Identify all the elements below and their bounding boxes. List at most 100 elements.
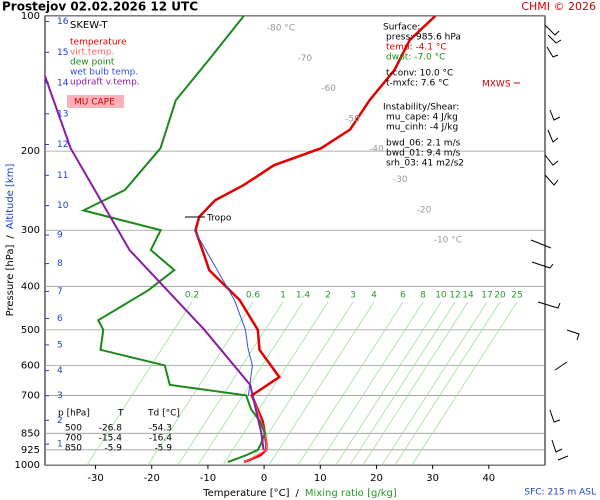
shear-info: srh_03: 41 m2/s2 <box>386 159 464 169</box>
table-cell: 850 <box>65 444 82 454</box>
chart-title: Prostejov 02.02.2026 12 UTC <box>2 0 198 14</box>
surface-info: t-conv: 10.0 °C <box>386 69 453 79</box>
mixing-ratio-label: 20 <box>494 291 506 301</box>
x-axis-label: Temperature [°C] / Mixing ratio [g/kg] <box>202 488 397 499</box>
y-tick-label: 100 <box>21 11 40 22</box>
table-cell: 700 <box>65 434 82 444</box>
mixing-ratio-line <box>268 301 375 465</box>
altitude-tick-label: 9 <box>57 230 63 240</box>
mixing-ratio-label: 17 <box>481 291 492 301</box>
table-cell: -54.3 <box>149 424 172 434</box>
altitude-tick-label: 1 <box>57 440 63 450</box>
altitude-tick-label: 8 <box>57 259 63 269</box>
grid-layer <box>45 16 545 465</box>
y-label: Pressure [hPa] <box>5 245 16 317</box>
altitude-tick-label: 5 <box>57 340 63 350</box>
y-tick-label: 200 <box>21 146 40 157</box>
surface-info: Surface: <box>383 23 420 33</box>
x-tick-label: 20 <box>370 473 383 484</box>
mixing-ratio-label: 8 <box>420 291 426 301</box>
y-label2: Altitude [km] <box>5 164 16 230</box>
altitude-tick-label: 11 <box>57 171 68 181</box>
x-label: Temperature [°C] <box>202 488 289 499</box>
mixing-ratio-label: 6 <box>400 291 406 301</box>
isotherm-label: -80 °C <box>267 24 295 34</box>
mixing-ratio-label: 1.4 <box>296 291 311 301</box>
mixing-ratio-line <box>411 301 518 465</box>
surface-info: press: 985.6 hPa <box>386 33 461 43</box>
credit: CHMI © 2026 <box>521 0 596 13</box>
mixing-ratio-label: 14 <box>462 291 474 301</box>
y-tick-label: 925 <box>21 445 40 456</box>
x-tick-label: -30 <box>87 473 103 484</box>
surface-info: t-mxfc: 7.6 °C <box>386 79 449 89</box>
cape-box <box>67 95 124 108</box>
shear-info: mu_cinh: -4 J/kg <box>386 123 458 133</box>
mixing-ratio-line <box>394 301 501 465</box>
profile-line <box>80 16 266 464</box>
table-cell: -16.4 <box>149 434 173 444</box>
profile-line <box>244 395 268 463</box>
isotherm-label: -10 °C <box>434 236 462 246</box>
altitude-tick-label: 2 <box>57 416 63 426</box>
surface-info: dwpt: -7.0 °C <box>386 53 445 63</box>
y-tick-label: 700 <box>21 390 40 401</box>
legend-entry: updraft v.temp. <box>70 78 140 88</box>
table-cell: -5.9 <box>104 444 122 454</box>
shear-info: mu_cape: 4 J/kg <box>386 113 458 123</box>
tropo-label: Tropo <box>206 214 232 224</box>
mixing-ratio-label: 3 <box>350 291 356 301</box>
x-tick-label: -10 <box>200 473 216 484</box>
mixing-ratio-line <box>297 301 404 465</box>
legend-entry: wet bulb temp. <box>70 68 138 78</box>
curves-layer <box>45 16 437 464</box>
altitude-tick-label: 13 <box>57 109 68 119</box>
shear-info: bwd_06: 2.1 m/s <box>386 139 461 149</box>
legend-entry: dew point <box>70 58 115 68</box>
footer: SFC: 215 m ASL <box>524 488 596 498</box>
y-tick-label: 850 <box>21 428 40 439</box>
mixing-ratio-line <box>349 301 456 465</box>
altitude-tick-label: 16 <box>57 17 69 27</box>
y-tick-label: 400 <box>21 281 40 292</box>
table-cell: -15.4 <box>99 434 123 444</box>
altitude-tick-label: 15 <box>57 48 68 58</box>
altitude-tick-label: 3 <box>57 391 63 401</box>
wind-barbs <box>530 24 580 461</box>
legend-entry: virt.temp. <box>70 48 114 58</box>
x-label2: Mixing ratio [g/kg] <box>305 488 397 499</box>
profile-line <box>193 229 253 396</box>
y-tick-label: 300 <box>21 225 40 236</box>
mixing-ratio-line <box>222 301 329 465</box>
cape-label: MU CAPE <box>74 98 115 108</box>
mixing-ratio-line <box>197 301 304 465</box>
isotherm-label: -20 <box>417 205 432 215</box>
altitude-tick-label: 7 <box>57 287 63 297</box>
mixing-ratio-label: 25 <box>511 291 522 301</box>
shear-info: Instability/Shear: <box>383 103 459 113</box>
mixing-ratio-label: 2 <box>325 291 331 301</box>
mixing-ratio-line <box>317 301 424 465</box>
isotherm-label: -50 <box>345 114 360 124</box>
shear-info: bwd_01: 9.4 m/s <box>386 149 461 159</box>
isotherm-label: -60 <box>321 84 336 94</box>
mixing-ratio-line <box>362 301 469 465</box>
mixing-ratio-label: 0.6 <box>246 291 261 301</box>
mixing-ratio-line <box>381 301 488 465</box>
table-header: p [hPa] <box>58 409 90 419</box>
table-cell: -5.9 <box>154 444 172 454</box>
diagram-name: SKEW-T <box>70 20 108 31</box>
x-tick-label: -20 <box>144 473 160 484</box>
x-tick-label: 30 <box>426 473 439 484</box>
profile-line <box>45 73 265 450</box>
isotherm-label: -40 <box>369 145 384 155</box>
x-tick-label: 0 <box>261 473 267 484</box>
isotherm-label: -70 <box>297 54 312 64</box>
mixing-ratio-line <box>86 301 193 465</box>
x-tick-label: 10 <box>314 473 327 484</box>
mixing-ratio-label: 10 <box>435 291 447 301</box>
mxws-label: MXWS <box>482 80 511 90</box>
altitude-tick-label: 14 <box>57 79 69 89</box>
altitude-tick-label: 12 <box>57 140 68 150</box>
